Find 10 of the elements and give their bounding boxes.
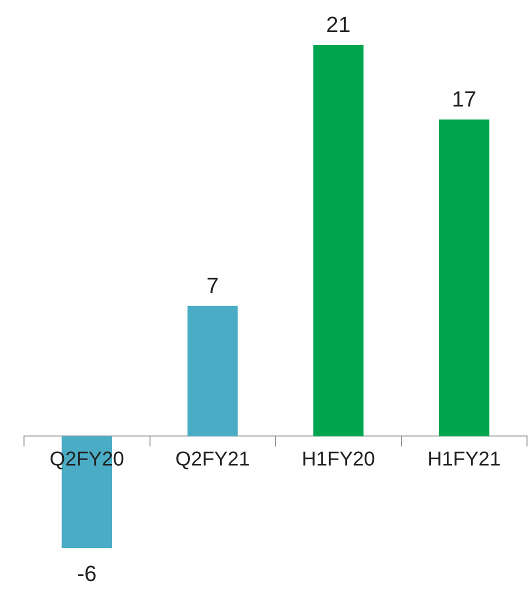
data-label: 21 (326, 12, 351, 38)
data-label: 17 (452, 86, 476, 112)
data-label: -6 (77, 561, 97, 586)
x-tick-label: Q2FY21 (175, 448, 250, 471)
x-tick-label: H1FY20 (302, 448, 376, 471)
bar (187, 306, 238, 436)
data-label: 7 (206, 272, 219, 298)
bar (313, 45, 364, 436)
x-tick-label: H1FY21 (427, 448, 501, 471)
bar (438, 120, 490, 436)
